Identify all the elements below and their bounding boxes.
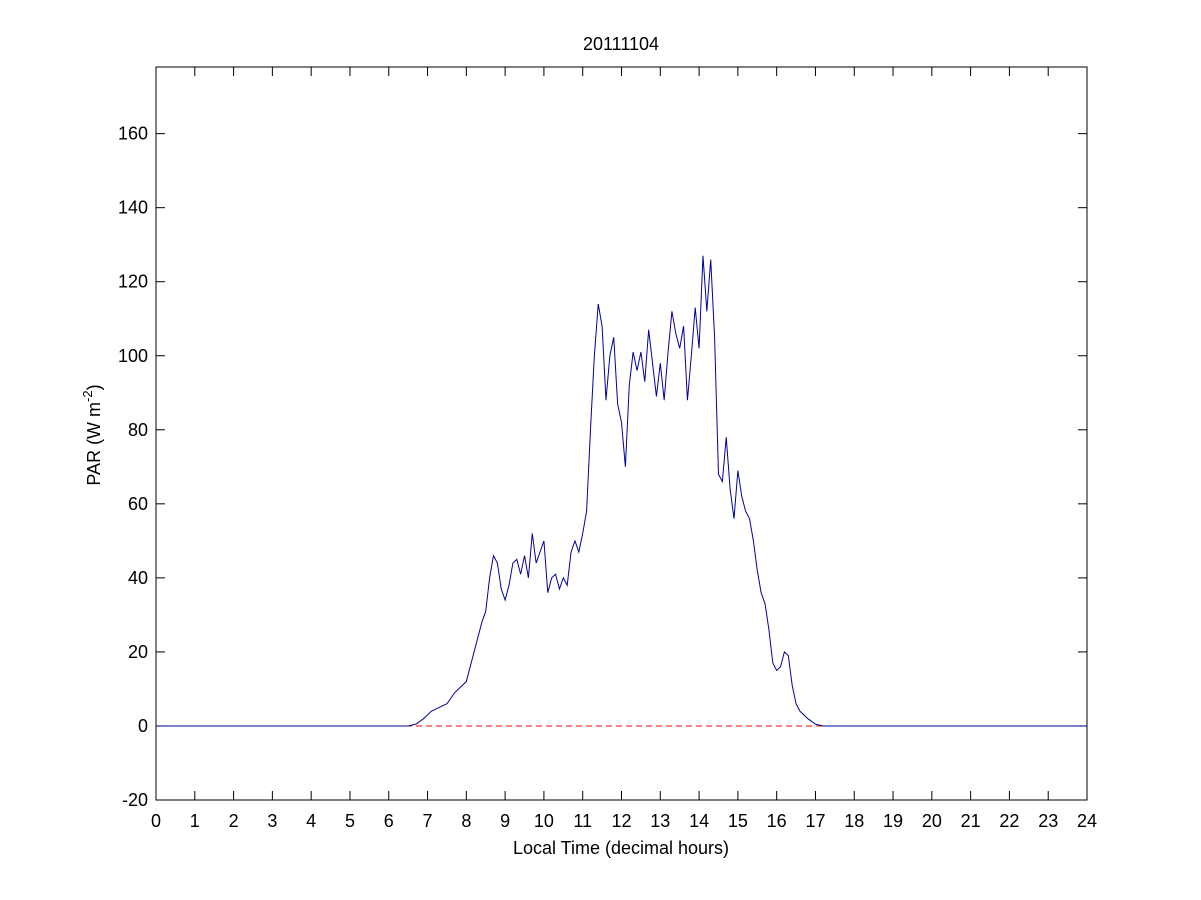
- x-tick-label: 8: [461, 811, 471, 831]
- x-tick-label: 0: [151, 811, 161, 831]
- chart-title: 20111104: [583, 34, 659, 54]
- y-tick-label: 20: [128, 642, 148, 662]
- x-tick-label: 2: [229, 811, 239, 831]
- x-tick-label: 16: [767, 811, 787, 831]
- x-tick-label: 22: [999, 811, 1019, 831]
- x-tick-label: 14: [689, 811, 709, 831]
- y-tick-label: 60: [128, 494, 148, 514]
- x-tick-label: 19: [883, 811, 903, 831]
- y-axis-label: PAR (W m-2): [80, 384, 104, 485]
- x-tick-label: 1: [190, 811, 200, 831]
- x-tick-label: 17: [805, 811, 825, 831]
- y-tick-label: 0: [138, 716, 148, 736]
- y-axis-label-suffix: ): [84, 384, 104, 390]
- y-axis-label-sup: -2: [80, 390, 95, 402]
- y-tick-label: 120: [118, 272, 148, 292]
- y-tick-label: -20: [122, 790, 148, 810]
- x-tick-label: 3: [267, 811, 277, 831]
- x-tick-label: 12: [611, 811, 631, 831]
- x-tick-label: 10: [534, 811, 554, 831]
- x-tick-label: 6: [384, 811, 394, 831]
- data-line: [156, 255, 1087, 727]
- x-tick-label: 4: [306, 811, 316, 831]
- x-axis-label: Local Time (decimal hours): [513, 838, 729, 858]
- y-tick-label: 160: [118, 124, 148, 144]
- x-tick-label: 13: [650, 811, 670, 831]
- x-tick-label: 5: [345, 811, 355, 831]
- plot-frame: [155, 66, 1088, 801]
- y-tick-label: 80: [128, 420, 148, 440]
- x-tick-label: 9: [500, 811, 510, 831]
- x-tick-label: 24: [1077, 811, 1097, 831]
- x-tick-label: 11: [573, 811, 592, 831]
- y-tick-label: 100: [118, 346, 148, 366]
- x-tick-label: 23: [1038, 811, 1058, 831]
- x-tick-label: 18: [844, 811, 864, 831]
- x-tick-label: 7: [423, 811, 433, 831]
- y-axis-label-text: PAR (W m: [84, 402, 104, 486]
- y-tick-label: 140: [118, 198, 148, 218]
- x-tick-label: 20: [922, 811, 942, 831]
- y-tick-label: 40: [128, 568, 148, 588]
- x-tick-label: 21: [961, 811, 981, 831]
- x-tick-label: 15: [728, 811, 748, 831]
